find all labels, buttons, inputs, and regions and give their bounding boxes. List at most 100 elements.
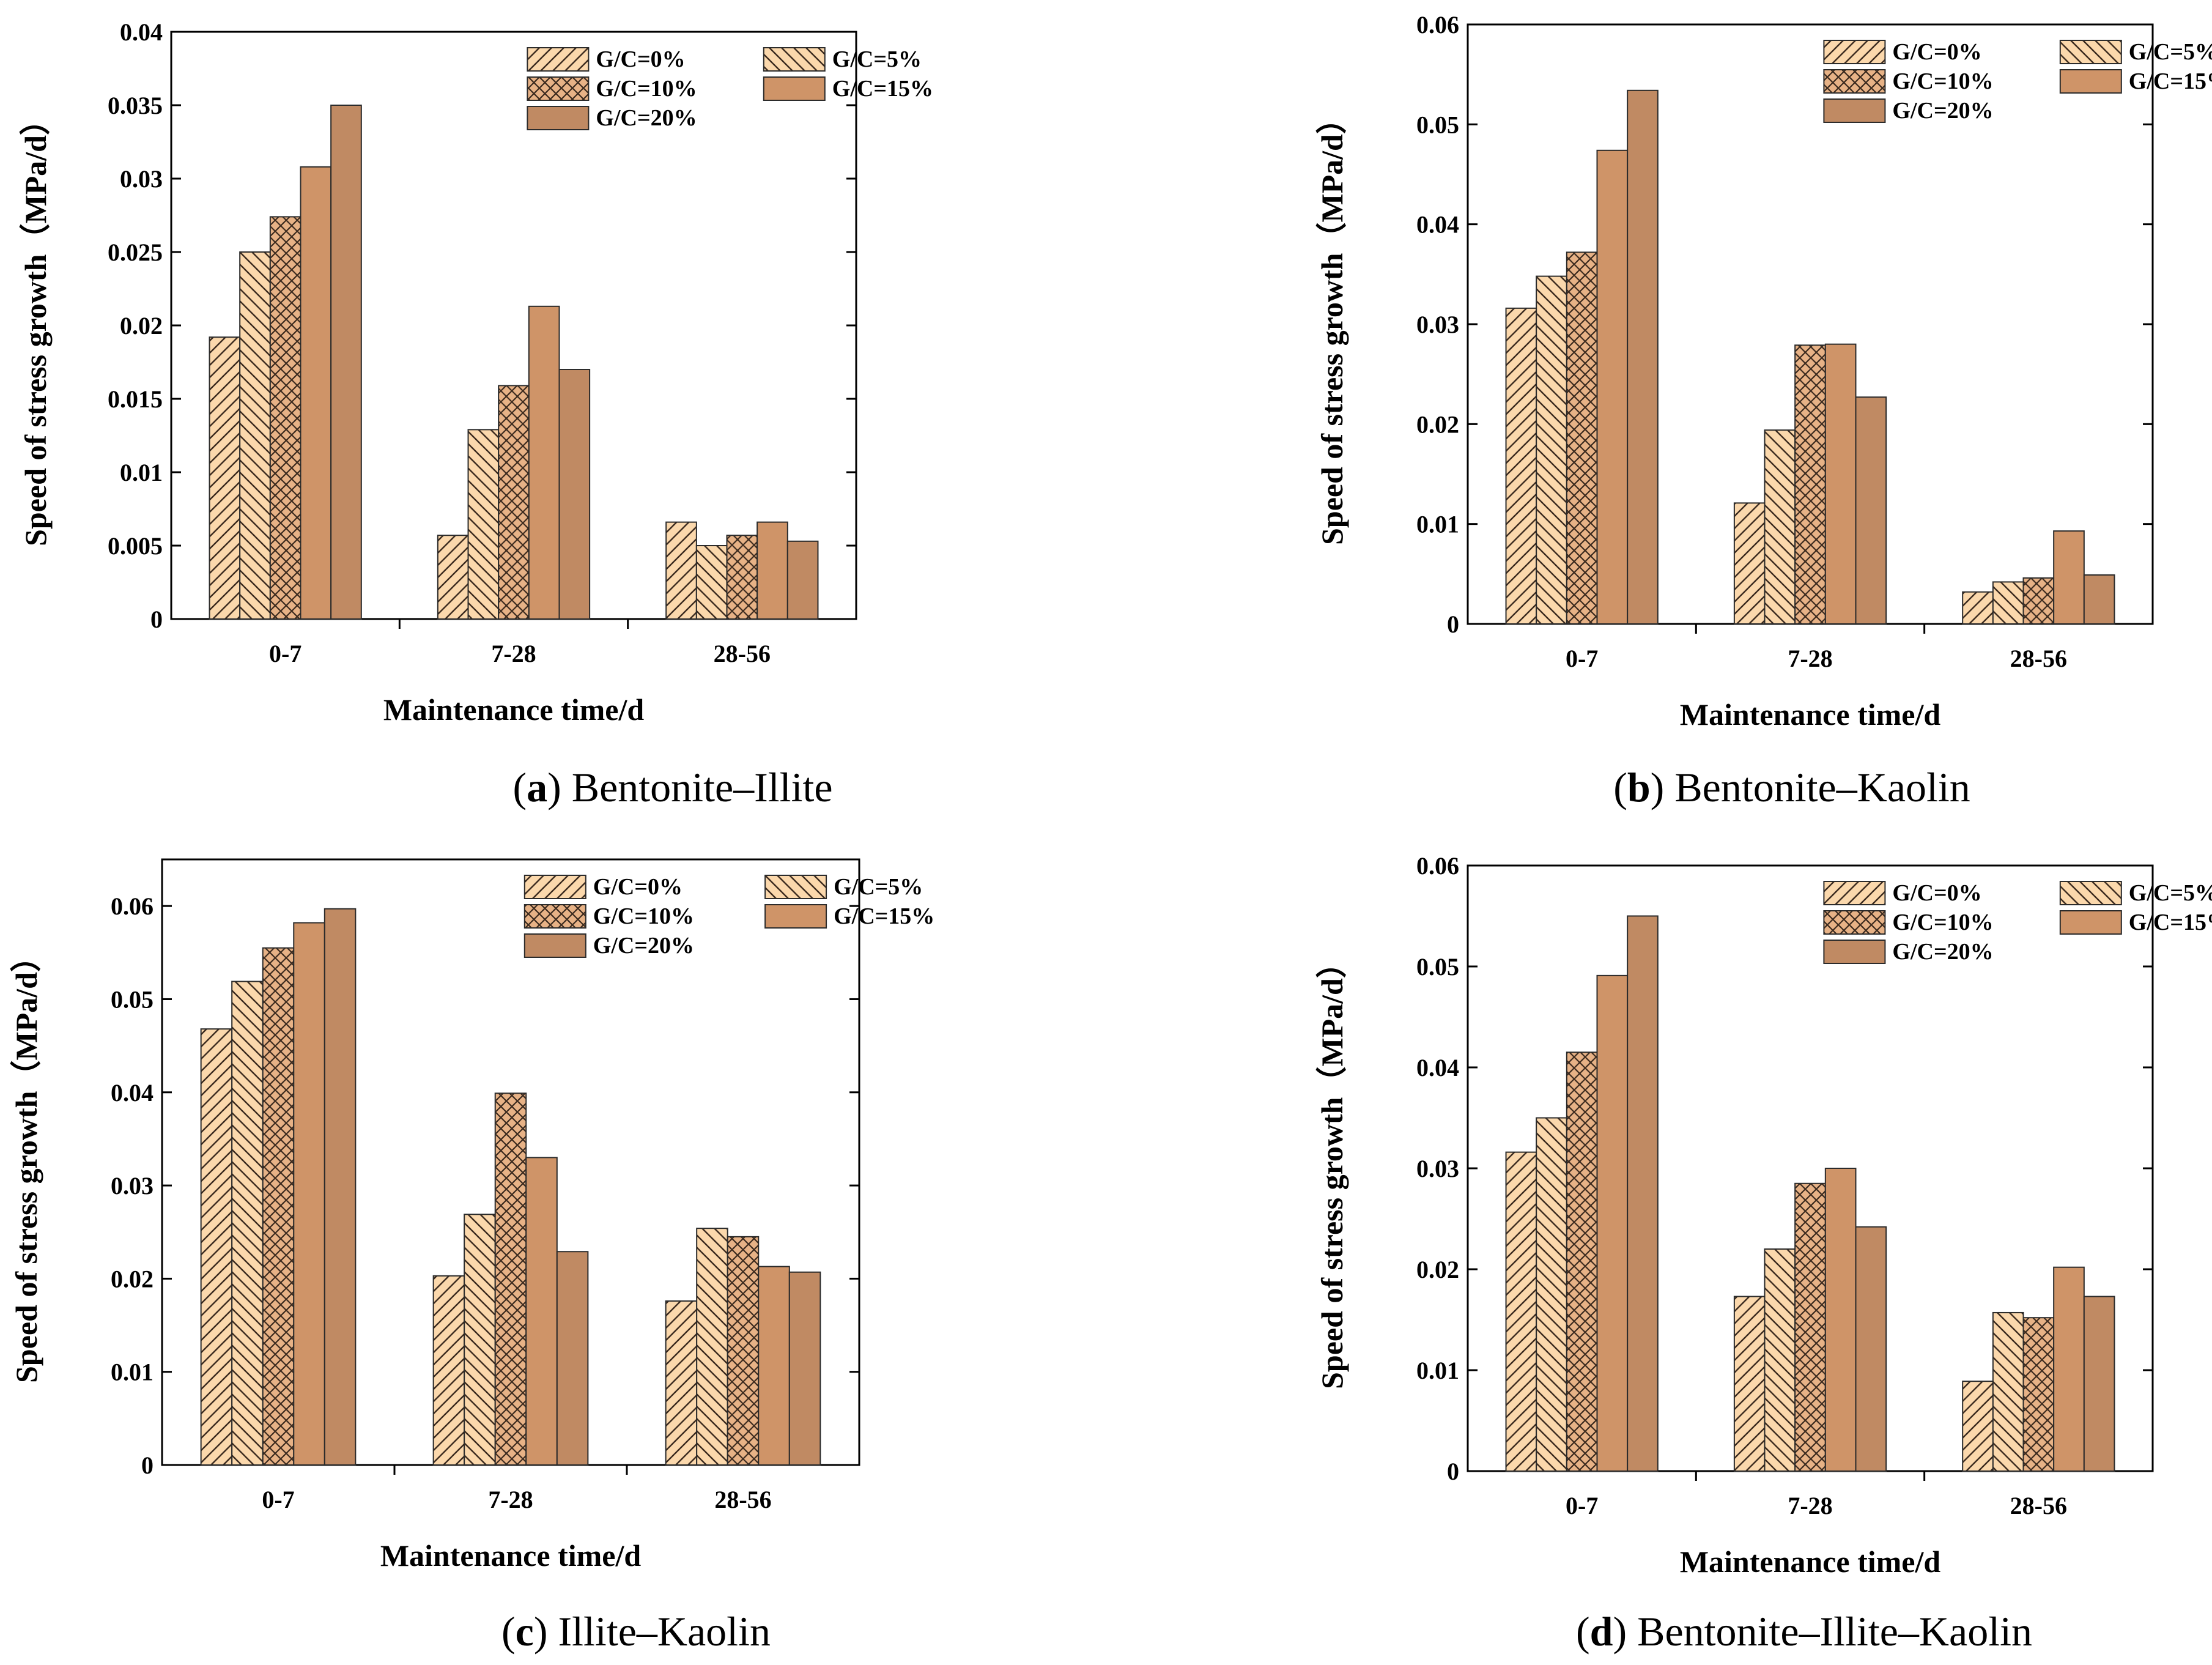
bar [1566,251,1598,625]
bar [1764,429,1796,625]
legend-swatch [1823,940,1886,964]
legend-swatch [527,76,590,101]
chart-b: 0 0.01 0.02 0.03 0.04 0.05 0.06 0-7 7-28 28-56 Mai… [1315,11,2212,810]
bar [231,981,264,1466]
legend-swatch [523,904,586,929]
bar [269,216,301,620]
y-tick-label: 0.03 [111,1172,154,1200]
y-tick-label: 0.05 [111,985,154,1013]
bar [1596,974,1629,1472]
legend-swatch [763,47,826,72]
caption-paren-close: ) [1613,1608,1637,1655]
y-axis-title: Speed of stress growth（MPa/d） [1315,103,1349,545]
y-tick-label: 0.06 [1416,11,1459,39]
bar [498,385,530,620]
bar [758,1266,790,1466]
bar [1505,1151,1537,1472]
y-tick-label: 0.04 [1416,1054,1459,1081]
legend-item: G/C=15% [2059,69,2212,94]
legend-item: G/C=5% [764,874,923,900]
legend-swatch [2059,881,2122,905]
y-tick-label: 0.03 [120,165,163,193]
caption-paren-close: ) [534,1608,558,1655]
bar [1962,1381,1994,1472]
y-tick-label: 0 [141,1452,154,1479]
legend-label: G/C=0% [593,874,682,900]
legend-item: G/C=10% [523,903,694,929]
legend-swatch [527,106,590,130]
caption-letter: a [527,764,547,810]
bar [209,336,241,620]
x-tick-label: 0-7 [262,1486,294,1513]
legend-label: G/C=10% [1892,69,1993,94]
caption-letter: b [1627,764,1651,810]
bar [1794,1182,1826,1472]
x-tick-label: 7-28 [491,640,536,667]
bar [200,1028,233,1466]
bar [1992,1311,2024,1472]
bar [1733,1296,1766,1472]
caption-paren-open: ( [512,764,527,810]
x-tick-label: 7-28 [1788,645,1832,672]
legend-swatch [523,933,586,958]
legend-label: G/C=15% [832,76,933,102]
bar [2083,1296,2115,1472]
bar [1566,1051,1598,1472]
legend-swatch [523,875,586,899]
bar [695,545,728,620]
bar [528,305,560,620]
x-axis-title: Maintenance time/d [383,692,645,727]
bar [2053,1266,2085,1472]
bar [239,251,271,620]
bar [1764,1248,1796,1472]
legend-swatch [763,76,826,101]
bar [1824,343,1857,625]
bar [665,521,697,620]
legend-item: G/C=0% [523,874,682,900]
legend-label: G/C=5% [832,46,922,72]
x-tick-label: 28-56 [714,1486,771,1513]
legend-label: G/C=0% [596,46,685,72]
panel-caption: (a) Bentonite–Illite [512,764,832,810]
y-tick-label: 0.02 [1416,1256,1459,1283]
legend-swatch [2059,40,2122,64]
x-tick-label: 28-56 [714,640,771,667]
bar [330,105,362,620]
bar [1505,307,1537,625]
bar [665,1300,698,1466]
legend-label: G/C=0% [1892,39,1981,65]
legend-item: G/C=10% [1823,910,1994,935]
y-tick-label: 0.02 [120,312,163,339]
legend-item: G/C=0% [527,46,686,72]
bar [1627,915,1659,1472]
x-axis-title: Maintenance time/d [1680,1544,1941,1579]
y-tick-label: 0.005 [108,532,163,560]
y-tick-label: 0.01 [111,1359,154,1386]
legend-label: G/C=20% [1892,939,1993,965]
legend-label: G/C=15% [2129,910,2212,935]
caption-title: Bentonite–Illite–Kaolin [1637,1608,2032,1655]
bar [467,429,500,620]
legend-label: G/C=5% [2129,880,2212,906]
legend-item: G/C=5% [763,46,922,72]
legend-item: G/C=5% [2059,880,2212,906]
bar [726,535,758,620]
legend-item: G/C=20% [527,105,697,131]
legend-swatch [1823,881,1886,905]
legend-swatch [764,875,827,899]
bar [2083,574,2115,625]
y-tick-label: 0.05 [1416,953,1459,981]
bar [1536,1117,1567,1472]
bar [437,535,469,620]
legend-item: G/C=10% [527,76,697,102]
bar [558,369,591,620]
legend-label: G/C=10% [596,76,697,102]
bar [1733,502,1766,625]
caption-paren-open: ( [501,1608,516,1655]
chart-d: 0 0.01 0.02 0.03 0.04 0.05 0.06 0-7 7-28 28-56 Mai… [1315,852,2212,1655]
y-tick-label: 0.04 [120,18,163,46]
x-tick-label: 0-7 [1566,1492,1598,1519]
x-tick-label: 28-56 [2010,645,2067,672]
y-tick-label: 0.03 [1416,311,1459,338]
y-tick-label: 0.015 [108,385,163,413]
